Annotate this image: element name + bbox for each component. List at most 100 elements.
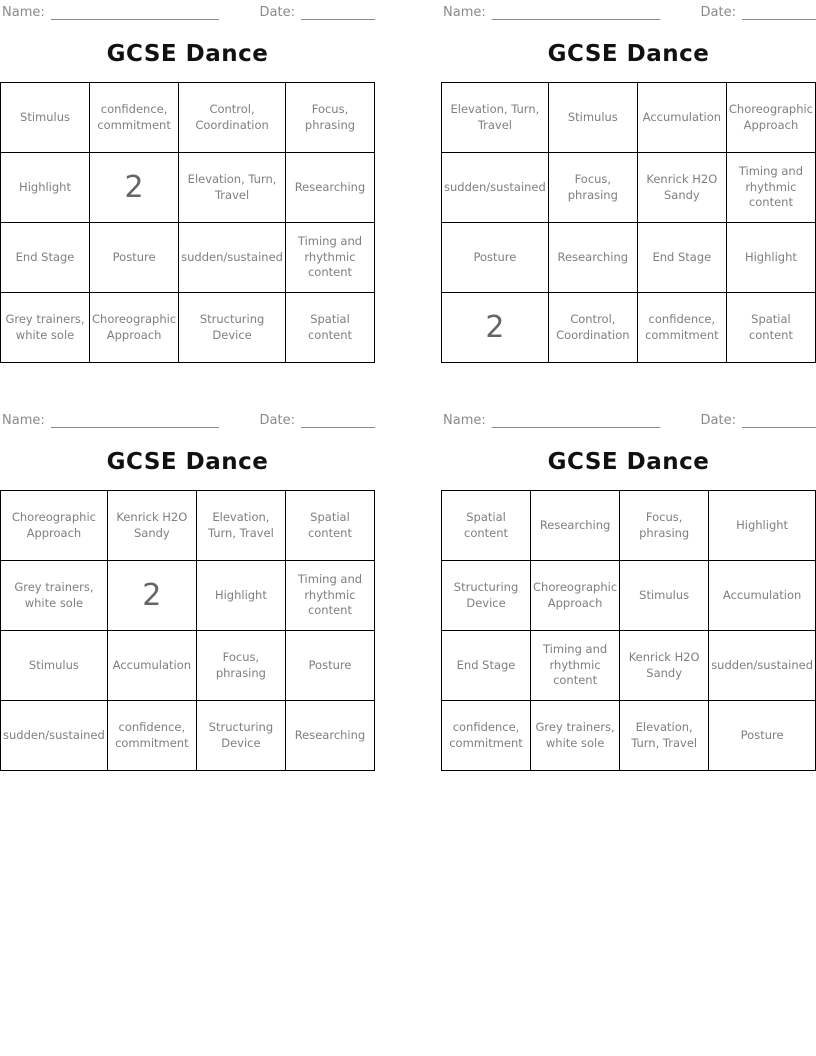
bingo-cell-text: sudden/sustained	[444, 179, 546, 194]
bingo-cell-text: Kenrick H2O Sandy	[646, 171, 718, 202]
bingo-cell-text: Timing and rhythmic content	[738, 164, 804, 210]
bingo-cell: Kenrick H2O Sandy	[107, 491, 197, 561]
bingo-cell-text: Spatial content	[307, 509, 352, 540]
bingo-cell: Choreographic Approach	[1, 491, 108, 561]
name-label: Name:	[2, 413, 45, 428]
bingo-cell-text: Grey trainers, white sole	[535, 719, 615, 750]
bingo-cell: Timing and rhythmic content	[285, 561, 375, 631]
bingo-cell: Timing and rhythmic content	[531, 631, 621, 701]
bingo-cell: Kenrick H2O Sandy	[637, 153, 727, 223]
bingo-cell-text: Highlight	[214, 587, 267, 602]
bingo-cell: Highlight	[726, 223, 816, 293]
bingo-cell-text: confidence, commitment	[645, 311, 719, 342]
bingo-cell: Posture	[442, 223, 549, 293]
name-field: Name:	[443, 413, 660, 428]
bingo-cell: Grey trainers, white sole	[531, 701, 621, 771]
name-blank-line	[491, 7, 660, 20]
date-label: Date:	[700, 413, 736, 428]
bingo-cell-text: confidence, commitment	[115, 719, 189, 750]
name-field: Name:	[2, 413, 219, 428]
bingo-cell-text: Stimulus	[28, 657, 79, 672]
bingo-card-top-right: Name: Date: GCSE Dance Elevation, Turn, …	[441, 5, 816, 363]
bingo-cell-text: Control, Coordination	[556, 311, 630, 342]
bingo-cell-text: Focus, phrasing	[215, 649, 266, 680]
bingo-cell: Posture	[285, 631, 375, 701]
bingo-cell: Researching	[285, 701, 375, 771]
name-blank-line	[50, 7, 219, 20]
date-blank-line	[742, 415, 816, 428]
bingo-cell: confidence, commitment	[90, 83, 180, 153]
bingo-cell: Structuring Device	[179, 293, 286, 363]
bingo-cell: Focus, phrasing	[548, 153, 638, 223]
bingo-cell: Structuring Device	[442, 561, 532, 631]
bingo-cell: sudden/sustained	[442, 153, 549, 223]
bingo-cell-text: Posture	[308, 657, 352, 672]
bingo-cell: confidence, commitment	[442, 701, 532, 771]
card-title: GCSE Dance	[547, 41, 710, 67]
bingo-cell-text: End Stage	[15, 249, 75, 264]
bingo-cell-text: confidence, commitment	[97, 101, 171, 132]
bingo-cell-text: Stimulus	[20, 109, 70, 124]
bingo-cell: sudden/sustained	[179, 223, 286, 293]
name-field: Name:	[443, 5, 660, 20]
bingo-cell: Timing and rhythmic content	[726, 153, 816, 223]
date-label: Date:	[259, 413, 295, 428]
bingo-cell: Posture	[90, 223, 180, 293]
bingo-cell-text: Highlight	[736, 517, 789, 532]
bingo-cell: Posture	[709, 701, 816, 771]
bingo-cell-text: End Stage	[456, 657, 516, 672]
bingo-cell-text: Choreographic Approach	[11, 509, 96, 540]
bingo-card-bottom-right: Name: Date: GCSE Dance Spatial content Re…	[441, 413, 816, 771]
card-header: Name: Date:	[0, 413, 375, 428]
bingo-grid: Choreographic Approach Kenrick H2O Sandy E…	[0, 490, 375, 771]
bingo-cell-text: Posture	[740, 727, 784, 742]
bingo-cell: Timing and rhythmic content	[285, 223, 375, 293]
bingo-cell: Focus, phrasing	[620, 491, 710, 561]
bingo-cell: Elevation, Turn, Travel	[179, 153, 286, 223]
bingo-cell: Choreographic Approach	[726, 83, 816, 153]
bingo-cell: Highlight	[196, 561, 286, 631]
bingo-cell: Spatial content	[285, 293, 375, 363]
bingo-cell-text: Accumulation	[112, 657, 192, 672]
bingo-cell-text: Posture	[112, 249, 156, 264]
bingo-cell-text: Grey trainers, white sole	[5, 311, 85, 342]
date-blank-line	[742, 7, 816, 20]
bingo-cell-text: Choreographic Approach	[92, 311, 177, 342]
bingo-cell-text: Structuring Device	[453, 579, 519, 610]
bingo-card-bottom-left: Name: Date: GCSE Dance Choreographic App…	[0, 413, 375, 771]
bingo-cell: Elevation, Turn, Travel	[620, 701, 710, 771]
bingo-cell: sudden/sustained	[709, 631, 816, 701]
bingo-cell-text: Researching	[539, 517, 611, 532]
bingo-cell: Choreographic Approach	[531, 561, 621, 631]
card-title: GCSE Dance	[547, 449, 710, 475]
bingo-card-top-left: Name: Date: GCSE Dance Stimulus confidenc…	[0, 5, 375, 363]
bingo-cell: Structuring Device	[196, 701, 286, 771]
bingo-cell: Focus, phrasing	[196, 631, 286, 701]
bingo-cell-text: Researching	[294, 727, 366, 742]
bingo-cell: Spatial content	[285, 491, 375, 561]
bingo-cell: confidence, commitment	[637, 293, 727, 363]
bingo-cell: Kenrick H2O Sandy	[620, 631, 710, 701]
bingo-cell: Control, Coordination	[179, 83, 286, 153]
bingo-cell-text: Accumulation	[722, 587, 802, 602]
bingo-cell-text: Elevation, Turn, Travel	[450, 101, 540, 132]
free-square-text: 2	[485, 309, 505, 345]
card-title: GCSE Dance	[106, 41, 269, 67]
bingo-cell-text: sudden/sustained	[181, 249, 283, 264]
free-square: 2	[107, 561, 197, 631]
bingo-cell: Grey trainers, white sole	[1, 561, 108, 631]
date-field: Date:	[260, 413, 375, 428]
bingo-cell: Stimulus	[620, 561, 710, 631]
bingo-cell: Researching	[531, 491, 621, 561]
bingo-cell: Choreographic Approach	[90, 293, 180, 363]
bingo-grid: Stimulus confidence, commitment Control, C…	[0, 82, 375, 363]
name-blank-line	[50, 415, 219, 428]
bingo-cell-text: Structuring Device	[208, 719, 274, 750]
bingo-cell-text: Spatial content	[464, 509, 509, 540]
name-label: Name:	[443, 413, 486, 428]
bingo-cell-text: End Stage	[652, 249, 712, 264]
bingo-cell-text: Stimulus	[567, 109, 618, 124]
date-field: Date:	[701, 413, 816, 428]
name-label: Name:	[2, 5, 45, 20]
